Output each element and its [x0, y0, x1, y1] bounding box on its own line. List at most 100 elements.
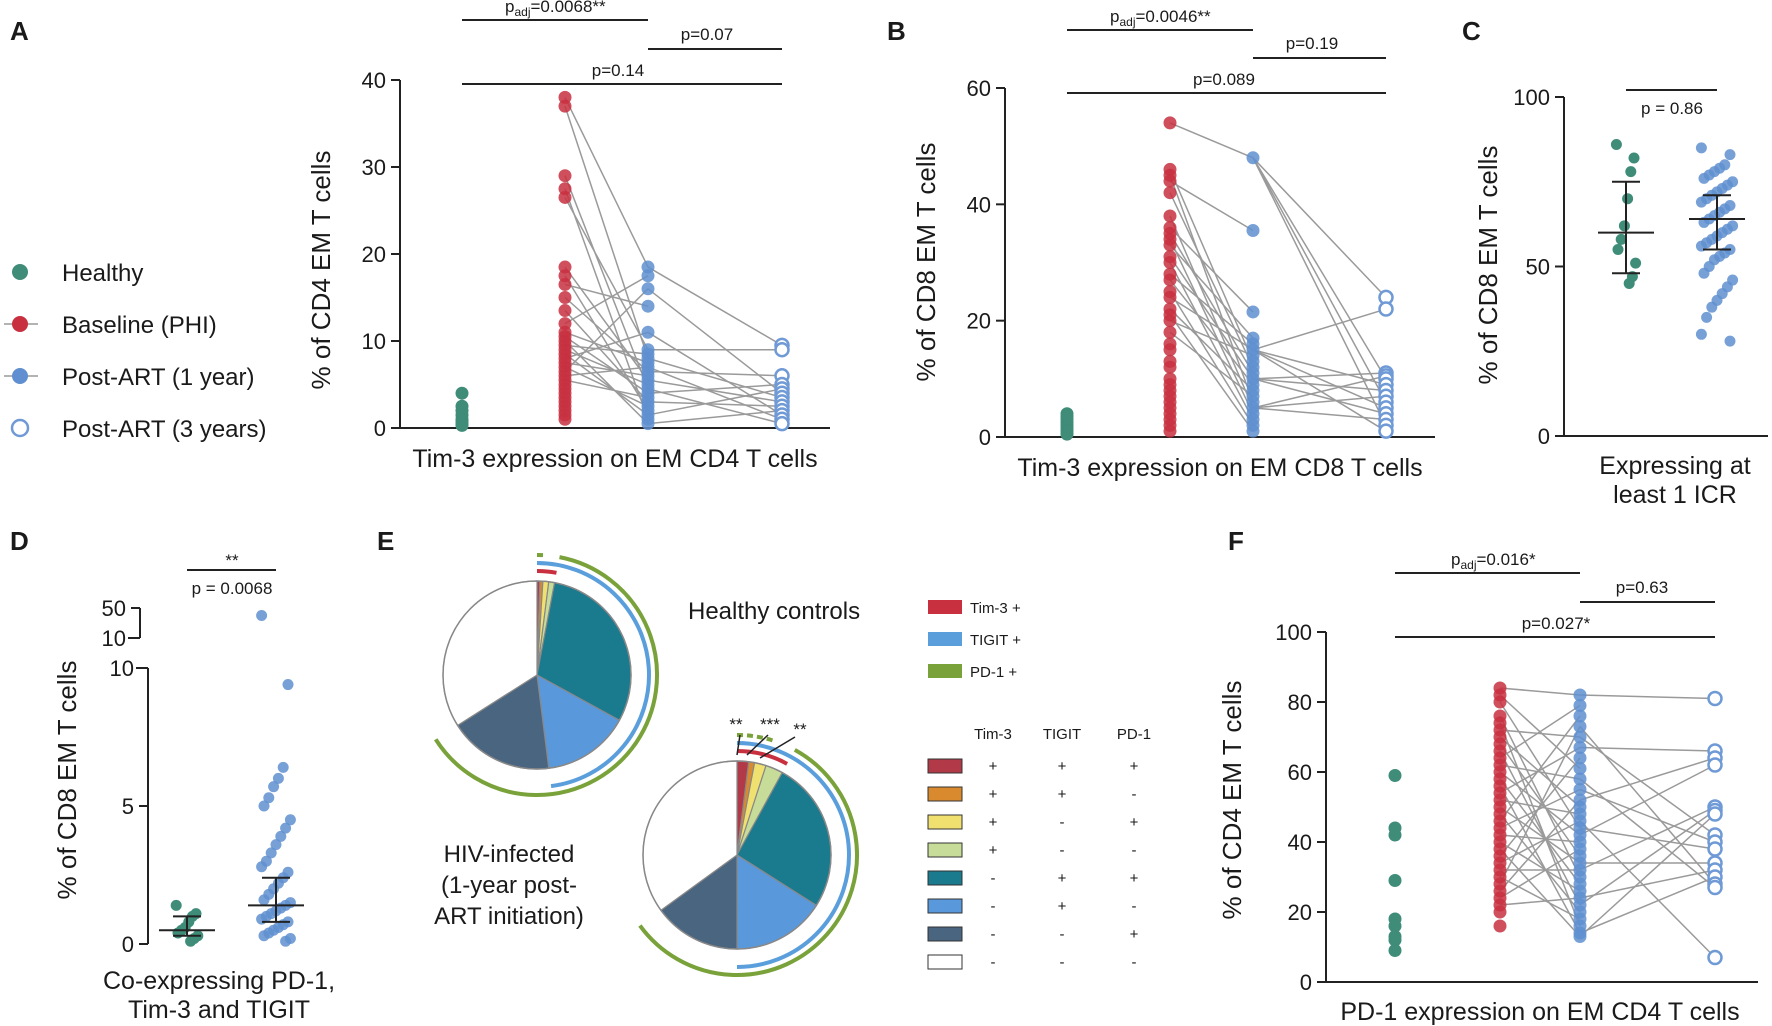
panel-a-link-b-8	[564, 296, 649, 373]
panel-a-tick-label-2: 20	[362, 242, 386, 267]
panel-a-point-baseline-7	[558, 277, 572, 291]
panel-f-letter: F	[1228, 526, 1244, 556]
panel-c-point-healthy-0	[1610, 138, 1622, 150]
significance-marks: ** *** **	[729, 715, 807, 759]
panel-b-ylabel: % of CD8 EM T cells	[911, 143, 941, 382]
panel-b-link-p-6	[1252, 378, 1387, 392]
panel-a-link-b-5	[564, 266, 649, 381]
panel-c-point-post1-37	[1706, 301, 1718, 313]
panel-c-point-post1-40	[1724, 335, 1736, 347]
panel-d-point-post1-1	[282, 679, 294, 691]
table-cell-6-1: -	[1060, 926, 1065, 943]
legend-label-baseline: Baseline (PHI)	[62, 312, 217, 339]
table-cell-7-2: -	[1132, 954, 1137, 971]
panel-a-point-post1-3	[641, 299, 655, 313]
panel-b-link-b-10	[1169, 256, 1254, 380]
panel-c: C % of CD8 EM T cells 0 50 100 Expressing …	[1462, 16, 1768, 509]
panel-b-tick-label-1: 20	[967, 309, 991, 334]
table-cell-7-1: -	[1060, 954, 1065, 971]
panel-a-link-p-8	[647, 401, 783, 407]
table-cell-1-1: +	[1058, 786, 1067, 803]
panel-f-link-p-12	[1579, 876, 1716, 934]
legend-label-post1: Post-ART (1 year)	[62, 364, 255, 391]
marker-legend-swatch-tigit	[928, 632, 962, 646]
panel-f-p3: p=0.027*	[1522, 614, 1591, 633]
panel-b-point-post1-2	[1246, 305, 1260, 319]
panel-d-tick-label-2: 10	[110, 656, 134, 681]
panel-b-link-b-13	[1169, 279, 1254, 386]
panel-a-link-p-6	[647, 357, 783, 399]
panel-d-point-post1-5	[263, 792, 275, 804]
panel-a-link-b-0	[564, 97, 649, 268]
panel-a-link-b-21	[564, 366, 649, 377]
hiv-title-1: HIV-infected	[444, 841, 575, 868]
marker-legend-label-tim3: Tim-3 +	[970, 600, 1021, 617]
panel-c-point-post1-0	[1695, 142, 1707, 154]
panel-a-point-baseline-1	[558, 99, 572, 113]
panel-b-link-b-7	[1169, 233, 1254, 374]
panel-a-point-post3-12	[774, 415, 790, 432]
sig-1: **	[729, 715, 743, 734]
panel-f-link-b-8	[1499, 750, 1581, 906]
panel-d-point-post1-0	[256, 610, 268, 621]
panel-b-point-post3-1	[1378, 301, 1394, 317]
panel-c-point-healthy-4	[1618, 220, 1630, 232]
table-cell-7-0: -	[991, 954, 996, 971]
panel-a-letter: A	[10, 16, 29, 46]
panel-d-point-post1-19	[258, 894, 270, 906]
panel-f-point-post1-1	[1573, 699, 1587, 712]
panel-f-point-post1-6	[1573, 751, 1587, 765]
panel-a-link-b-4	[564, 197, 649, 351]
pie-hiv-arc-1	[736, 741, 851, 969]
panel-f-padj: padj=0.016*	[1451, 550, 1536, 572]
marker-legend-swatch-tim3	[928, 600, 962, 614]
panel-f-link-p-6	[1579, 813, 1716, 938]
panel-f-point-healthy-2	[1388, 828, 1402, 842]
panel-c-tick-label-2: 100	[1513, 85, 1550, 110]
panel-b: B % of CD8 EM T cells 0 20 40 60 Tim-3 expr…	[887, 7, 1435, 482]
panel-f-link-p-3	[1579, 764, 1716, 836]
panel-d-stars: **	[225, 551, 239, 570]
panel-a-link-b-3	[564, 188, 649, 420]
panel-d-upper-tick-label-1: 50	[102, 596, 126, 621]
panel-a-point-baseline-4	[558, 190, 572, 204]
table-header-pd1: PD-1	[1117, 726, 1151, 743]
panel-f-point-healthy-3	[1388, 874, 1402, 887]
panel-e: E Healthy controls HIV-infected (1-year …	[377, 526, 1151, 977]
hiv-title-3: ART initiation)	[434, 903, 584, 930]
sig-leader-1	[736, 734, 741, 756]
panel-d-point-healthy-6	[172, 927, 184, 939]
table-swatch-5	[927, 898, 963, 914]
panel-f-point-healthy-0	[1388, 769, 1402, 782]
marker-legend-swatch-pd1	[928, 664, 962, 678]
panel-b-link-b-11	[1169, 262, 1254, 420]
panel-e-letter: E	[377, 526, 394, 556]
panel-d-point-post1-2	[277, 761, 289, 773]
panel-a-ylabel: % of CD4 EM T cells	[306, 151, 336, 390]
panel-f-link-b-29	[1499, 848, 1581, 899]
panel-b-point-post3-13	[1378, 423, 1394, 439]
panel-b-link-p-7	[1252, 395, 1387, 409]
pie-hiv-arc-2	[736, 733, 775, 743]
marker-legend-label-tigit: TIGIT +	[970, 632, 1021, 649]
panel-f-plot	[1388, 681, 1723, 966]
panel-f-point-healthy-5	[1388, 919, 1402, 933]
panel-b-link-b-1	[1169, 169, 1254, 362]
panel-d-p: p = 0.0068	[192, 579, 273, 598]
table-swatch-6	[927, 926, 963, 942]
panel-c-point-healthy-9	[1623, 277, 1635, 289]
panel-f-link-b-28	[1499, 799, 1581, 892]
pie-hiv-arc-0	[736, 749, 789, 766]
panel-b-link-p-5	[1252, 349, 1387, 386]
pie-healthy	[433, 553, 659, 797]
sig-3: **	[793, 720, 807, 739]
panel-a-p3: p=0.14	[592, 61, 644, 80]
panel-b-link-b-14	[1169, 291, 1254, 426]
table-cell-6-0: -	[991, 926, 996, 943]
panel-c-point-healthy-6	[1612, 244, 1624, 256]
panel-a-link-b-14	[564, 344, 649, 355]
panel-f-link-b-0	[1499, 687, 1581, 696]
panel-b-tick-label-3: 60	[967, 76, 991, 101]
panel-b-link-b-16	[1169, 308, 1254, 392]
panel-b-padj: padj=0.0046**	[1110, 7, 1211, 29]
